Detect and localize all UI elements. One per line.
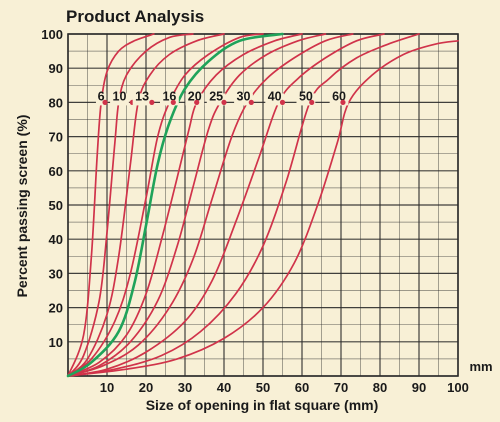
curve-marker-16	[170, 99, 176, 105]
y-axis-title: Percent passing screen (%)	[14, 115, 30, 298]
curve-label-10: 10	[113, 89, 127, 103]
x-tick-label: 60	[295, 380, 309, 395]
series-line-10	[67, 33, 194, 377]
curve-label-13: 13	[135, 89, 149, 103]
y-tick-label: 70	[49, 130, 63, 145]
y-tick-label: 90	[49, 61, 63, 76]
x-tick-label: 50	[256, 380, 270, 395]
curve-marker-30	[248, 99, 254, 105]
curve-labels: 6 10 13 16 20 25 30 40 50 60	[95, 89, 349, 106]
series-line-20-highlight	[66, 32, 284, 378]
x-tick-label: 30	[178, 380, 192, 395]
series-line-20	[67, 33, 303, 377]
x-unit-label: mm	[469, 359, 492, 374]
y-tick-label: 10	[49, 335, 63, 350]
series-line-25	[67, 33, 327, 377]
curve-marker-6	[102, 99, 108, 105]
y-tick-label: 30	[49, 266, 63, 281]
curve-marker-40	[279, 99, 286, 105]
series-line-60	[67, 39, 459, 377]
series-line-50	[67, 33, 420, 377]
x-tick-label: 90	[412, 380, 426, 395]
curve-label-6: 6	[98, 89, 105, 103]
series-line-16	[67, 33, 264, 377]
curve-label-bg	[95, 93, 107, 106]
curve-label-25: 25	[209, 89, 223, 103]
y-tick-label: 50	[49, 198, 63, 213]
series-line-6	[67, 33, 155, 377]
curve-marker-20	[194, 99, 200, 105]
x-axis-title: Size of opening in flat square (mm)	[146, 397, 379, 413]
series-line-30	[67, 33, 354, 377]
curve-label-20: 20	[188, 89, 202, 103]
x-tick-label: 80	[373, 380, 387, 395]
curve-label-bg	[206, 93, 226, 106]
y-tick-label: 60	[49, 164, 63, 179]
curve-label-50: 50	[299, 89, 313, 103]
curve-marker-50	[309, 99, 315, 105]
y-tick-label: 20	[49, 301, 63, 316]
y-tick-label: 80	[49, 95, 63, 110]
curve-marker-60	[340, 99, 346, 105]
tick-labels: 10 20 30 40 50 60 70 80 90 100 10 20 30 40 50 60 70 80 90 1…	[41, 27, 469, 395]
y-tick-label: 40	[49, 232, 63, 247]
x-tick-label: 70	[334, 380, 348, 395]
curve-marker-25	[221, 99, 227, 105]
chart-title: Product Analysis	[66, 7, 204, 26]
grid	[67, 33, 459, 377]
x-tick-label: 20	[139, 380, 153, 395]
curve-label-bg	[234, 93, 253, 106]
curve-label-bg	[110, 93, 129, 106]
curve-label-bg	[185, 93, 205, 106]
series-line-13	[67, 33, 225, 377]
curves	[66, 32, 459, 378]
curve-marker-13	[149, 99, 155, 105]
series-line-40	[67, 33, 385, 377]
y-tick-label: 100	[41, 27, 63, 42]
curve-label-bg	[265, 93, 285, 106]
x-tick-label: 10	[100, 380, 114, 395]
x-tick-label: 40	[217, 380, 231, 395]
curve-label-bg	[132, 93, 152, 106]
x-tick-label: 100	[447, 380, 469, 395]
curve-label-30: 30	[237, 89, 251, 103]
curve-label-40: 40	[268, 89, 282, 103]
